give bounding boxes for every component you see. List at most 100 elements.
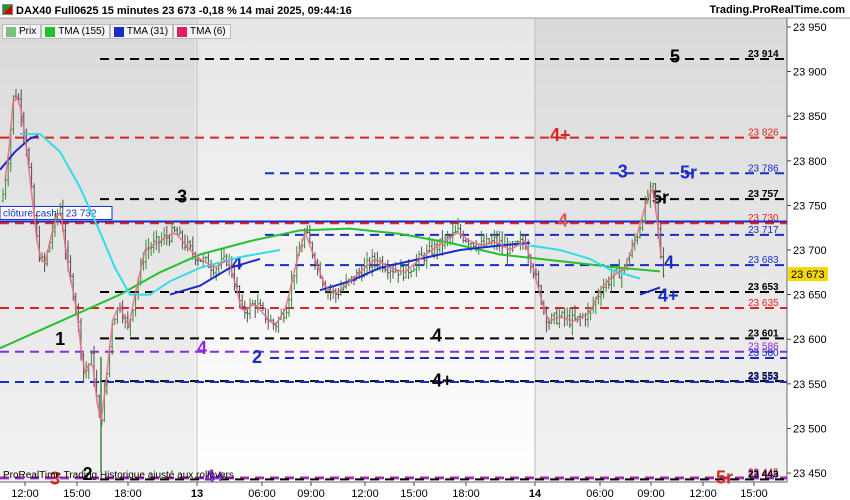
price-bar	[254, 299, 257, 319]
price-bar	[644, 195, 647, 224]
price-bar	[555, 308, 558, 325]
price-bar	[472, 242, 475, 249]
price-bar	[495, 230, 499, 251]
price-bar	[319, 261, 322, 279]
session-shade-day-1	[0, 18, 195, 482]
price-bar	[173, 226, 176, 233]
y-tick-label: 23 550	[793, 379, 827, 391]
level-tag: 4+	[205, 467, 226, 487]
level-value-label: 23 914	[748, 49, 779, 60]
level-tag: 4+	[658, 286, 679, 306]
x-tick-label: 15:00	[740, 488, 768, 500]
x-tick-label: 09:00	[637, 488, 665, 500]
price-bar	[248, 298, 252, 320]
level-tag: 2	[252, 347, 262, 367]
price-bar	[215, 266, 218, 281]
level-value-label: 23 717	[748, 225, 779, 236]
level-tag: 5	[670, 46, 680, 66]
price-bar	[662, 247, 665, 278]
price-bar	[1, 188, 5, 203]
price-bar	[178, 226, 181, 235]
price-bar	[293, 275, 296, 290]
level-value-label: 23 601	[748, 328, 779, 339]
price-bar	[519, 230, 522, 251]
last-price-label: 23 673	[791, 269, 825, 281]
price-bar	[150, 242, 153, 256]
level-value-label: 23 444	[748, 468, 779, 479]
price-bar	[456, 217, 460, 233]
level-tag: 5r	[680, 162, 697, 182]
price-bar	[597, 288, 600, 305]
cloture-cash-label: clôture cash - 23 732	[3, 208, 97, 219]
footer-note: ProRealTime Trading Historique ajusté au…	[3, 470, 234, 481]
tma-31-line	[169, 257, 261, 296]
price-bar	[274, 322, 278, 333]
site-label: Trading.ProRealTime.com	[709, 4, 845, 16]
level-value-label: 23 443	[748, 469, 779, 480]
price-bar	[256, 293, 259, 314]
legend-prix[interactable]: Prix	[2, 24, 42, 39]
price-bar	[386, 259, 389, 280]
tma-31-line	[639, 286, 661, 296]
instrument-icon	[2, 4, 13, 15]
level-tag: 5r	[716, 468, 733, 488]
level-value-label: 23 586	[748, 342, 779, 353]
price-bar	[464, 238, 467, 243]
price-bar	[337, 287, 340, 300]
price-bar	[402, 264, 405, 282]
y-tick-label: 23 900	[793, 67, 827, 79]
price-bar	[573, 305, 577, 322]
price-bar	[454, 225, 457, 234]
legend-tma-6[interactable]: TMA (6)	[173, 24, 231, 39]
level-value-label: 23 653	[748, 282, 779, 293]
x-tick-label: 09:00	[297, 488, 325, 500]
price-bar	[602, 278, 605, 299]
price-bar	[285, 305, 288, 319]
legend-swatch	[113, 26, 124, 37]
x-tick-label: 06:00	[586, 488, 614, 500]
price-bar	[389, 268, 392, 283]
level-tag: 4+	[432, 370, 453, 390]
price-bar	[30, 162, 33, 190]
level-value-label: 23 552	[748, 372, 779, 383]
chart-title-text: DAX40 Full0625 15 minutes 23 673 -0,18 %…	[16, 5, 352, 17]
tma-6-line	[4, 95, 662, 422]
level-value-label: 23 683	[748, 255, 779, 266]
legend-swatch	[177, 26, 188, 37]
legend-tma-155[interactable]: TMA (155)	[41, 24, 110, 39]
x-tick-label: 15:00	[63, 488, 91, 500]
x-tick-label: 12:00	[351, 488, 379, 500]
level-value-label: 23 635	[748, 298, 779, 309]
y-tick-label: 23 750	[793, 200, 827, 212]
price-bar	[155, 230, 158, 251]
price-bar	[334, 288, 337, 303]
y-tick-label: 23 450	[793, 468, 827, 480]
level-tag: 4	[664, 252, 674, 272]
price-bar	[558, 309, 561, 329]
legend-label: Prix	[19, 26, 37, 37]
level-value-label: 23 786	[748, 163, 779, 174]
price-bar	[152, 231, 155, 254]
price-bar	[420, 246, 423, 257]
legend-tma-31[interactable]: TMA (31)	[109, 24, 174, 39]
x-tick-label: 15:00	[400, 488, 428, 500]
level-tag: 3	[50, 468, 60, 488]
price-bar	[220, 248, 223, 270]
price-bar	[113, 317, 116, 325]
chart-annotation: 4	[232, 253, 242, 273]
price-bar	[251, 299, 254, 305]
level-tag: 4+	[550, 125, 571, 145]
price-bar	[131, 309, 135, 322]
y-tick-label: 23 850	[793, 111, 827, 123]
price-bar	[189, 240, 192, 250]
price-bar	[209, 259, 213, 280]
price-bar	[586, 302, 590, 328]
level-tag: 4	[197, 338, 207, 358]
x-tick-label: 12:00	[11, 488, 39, 500]
chart-title: DAX40 Full0625 15 minutes 23 673 -0,18 %…	[2, 4, 352, 17]
y-tick-label: 23 500	[793, 423, 827, 435]
price-bar	[550, 313, 553, 325]
price-bar	[545, 306, 548, 333]
legend-swatch	[6, 26, 16, 37]
